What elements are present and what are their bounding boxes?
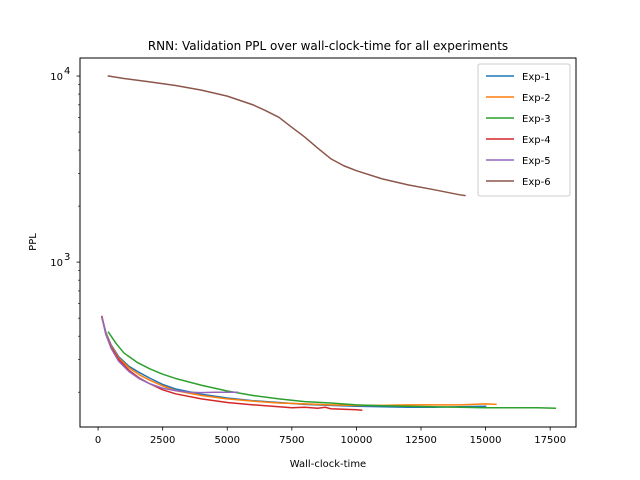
legend-label: Exp-1 [522,72,551,83]
x-tick-label: 2500 [150,435,175,446]
plot-area [79,57,577,428]
x-tick-label: 17500 [534,435,566,446]
y-tick-label-exponent: 4 [64,66,70,77]
series-line-3 [107,331,557,409]
series-layer [101,75,557,412]
legend-label: Exp-5 [522,156,551,167]
series-line-2 [101,317,497,407]
x-tick-label: 7500 [279,435,304,446]
legend-label: Exp-3 [522,114,551,125]
x-tick-label: 15000 [470,435,502,446]
y-tick-label-exponent: 3 [64,252,70,263]
series-line-4 [101,315,363,412]
series-line-6 [107,75,466,197]
legend-label: Exp-4 [522,135,551,146]
x-tick-label: 5000 [215,435,240,446]
y-tick-label: 10 [50,258,63,269]
y-tick-label: 10 [50,72,63,83]
series-line-5 [101,316,239,394]
legend-label: Exp-2 [522,93,551,104]
x-axis: 0 2500 5000 7500 10000 12500 15000 17500 [95,427,566,446]
y-axis-label: PPL [28,233,39,251]
plot-frame [79,57,577,428]
x-tick-label: 10000 [341,435,373,446]
chart-title: RNN: Validation PPL over wall-clock-time… [148,39,508,53]
x-tick-label: 0 [95,435,101,446]
legend: Exp-1 Exp-2 Exp-3 Exp-4 Exp-5 Exp-6 [477,63,571,197]
x-tick-label: 12500 [405,435,437,446]
series-line-1 [101,316,487,408]
legend-label: Exp-6 [522,177,551,188]
x-axis-label: Wall-clock-time [290,459,366,470]
